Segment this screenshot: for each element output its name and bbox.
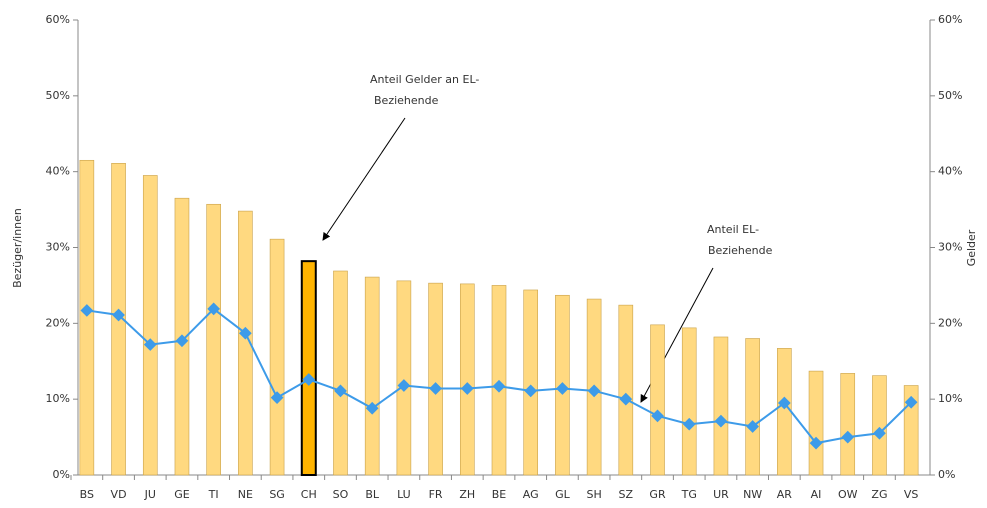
bar [523,289,539,476]
x-tick-label: AG [523,488,539,501]
bar [79,159,95,476]
x-tick-label: BS [80,488,94,501]
bar [459,283,475,476]
line-marker [270,391,284,405]
x-tick-label: TI [208,488,219,501]
line-marker [80,304,94,317]
y-tick-label: 60% [46,13,70,26]
line-marker [492,379,506,393]
x-tick-label: SO [333,488,349,501]
x-tick-label: AI [811,488,822,501]
y-axis-label: Bezüger/innen [11,208,24,288]
line-marker [429,382,442,395]
annotation: Anteil EL- [707,223,759,236]
bar [428,282,443,476]
bar [713,336,729,476]
bar [396,280,412,476]
x-tick-label: SG [269,488,285,501]
line-marker [302,373,316,386]
line-marker [207,302,221,316]
x-tick-label: NW [743,488,762,501]
x-tick-label: ZH [459,488,475,501]
line-marker [460,382,474,395]
bar [364,276,380,476]
y-tick-label: 50% [46,89,70,102]
y-tick-label: 20% [46,316,70,329]
y2-tick-label: 60% [938,13,962,26]
y-tick-label: 0% [53,468,70,481]
x-tick-label: SH [586,488,601,501]
x-tick-label: GE [174,488,190,501]
x-tick-label: BL [365,488,380,501]
line-marker [397,379,411,392]
bar [650,324,665,476]
line-marker [365,401,379,415]
y2-tick-label: 10% [938,392,962,405]
x-tick-label: GL [555,488,571,501]
x-tick-label: VS [904,488,919,501]
line-marker [239,326,252,340]
bar [618,304,634,476]
y2-tick-label: 0% [938,468,955,481]
y-tick-label: 30% [46,241,70,254]
x-tick-label: LU [397,488,411,501]
y2-tick-label: 20% [938,316,962,329]
y2-tick-label: 40% [938,165,962,178]
x-tick-label: FR [429,488,443,501]
bar [777,348,792,476]
x-tick-label: ZG [871,488,887,501]
bar [872,375,887,476]
line-marker [334,384,347,398]
x-tick-label: SZ [619,488,634,501]
line-marker [175,334,189,348]
line-marker [143,338,157,351]
x-tick-label: UR [713,488,729,501]
bar [840,373,856,476]
y-tick-label: 40% [46,165,70,178]
x-tick-label: BE [492,488,507,501]
bar [808,370,824,476]
x-tick-label: GR [649,488,666,501]
x-tick-label: NE [238,488,253,501]
bar [745,338,760,476]
x-tick-label: JU [144,488,156,501]
annotation: Anteil Gelder an EL- [370,73,479,86]
bar [681,327,697,476]
y2-tick-label: 30% [938,241,962,254]
y-tick-label: 10% [46,392,70,405]
bar [903,385,919,476]
annotation: Beziehende [374,94,439,107]
bar [238,210,253,476]
x-tick-label: VD [111,488,127,501]
x-tick-label: TG [681,488,697,501]
x-tick-label: OW [838,488,858,501]
bar [300,260,317,476]
annotation-arrow [322,117,406,241]
bar [206,203,221,476]
annotation: Beziehende [708,244,773,257]
bar [333,270,348,476]
y2-axis-label: Gelder [965,229,978,266]
y2-tick-label: 50% [938,89,962,102]
bar [142,175,158,476]
bar [269,238,285,476]
x-tick-label: AR [777,488,793,501]
x-tick-label: CH [301,488,317,501]
line-marker [112,308,125,322]
